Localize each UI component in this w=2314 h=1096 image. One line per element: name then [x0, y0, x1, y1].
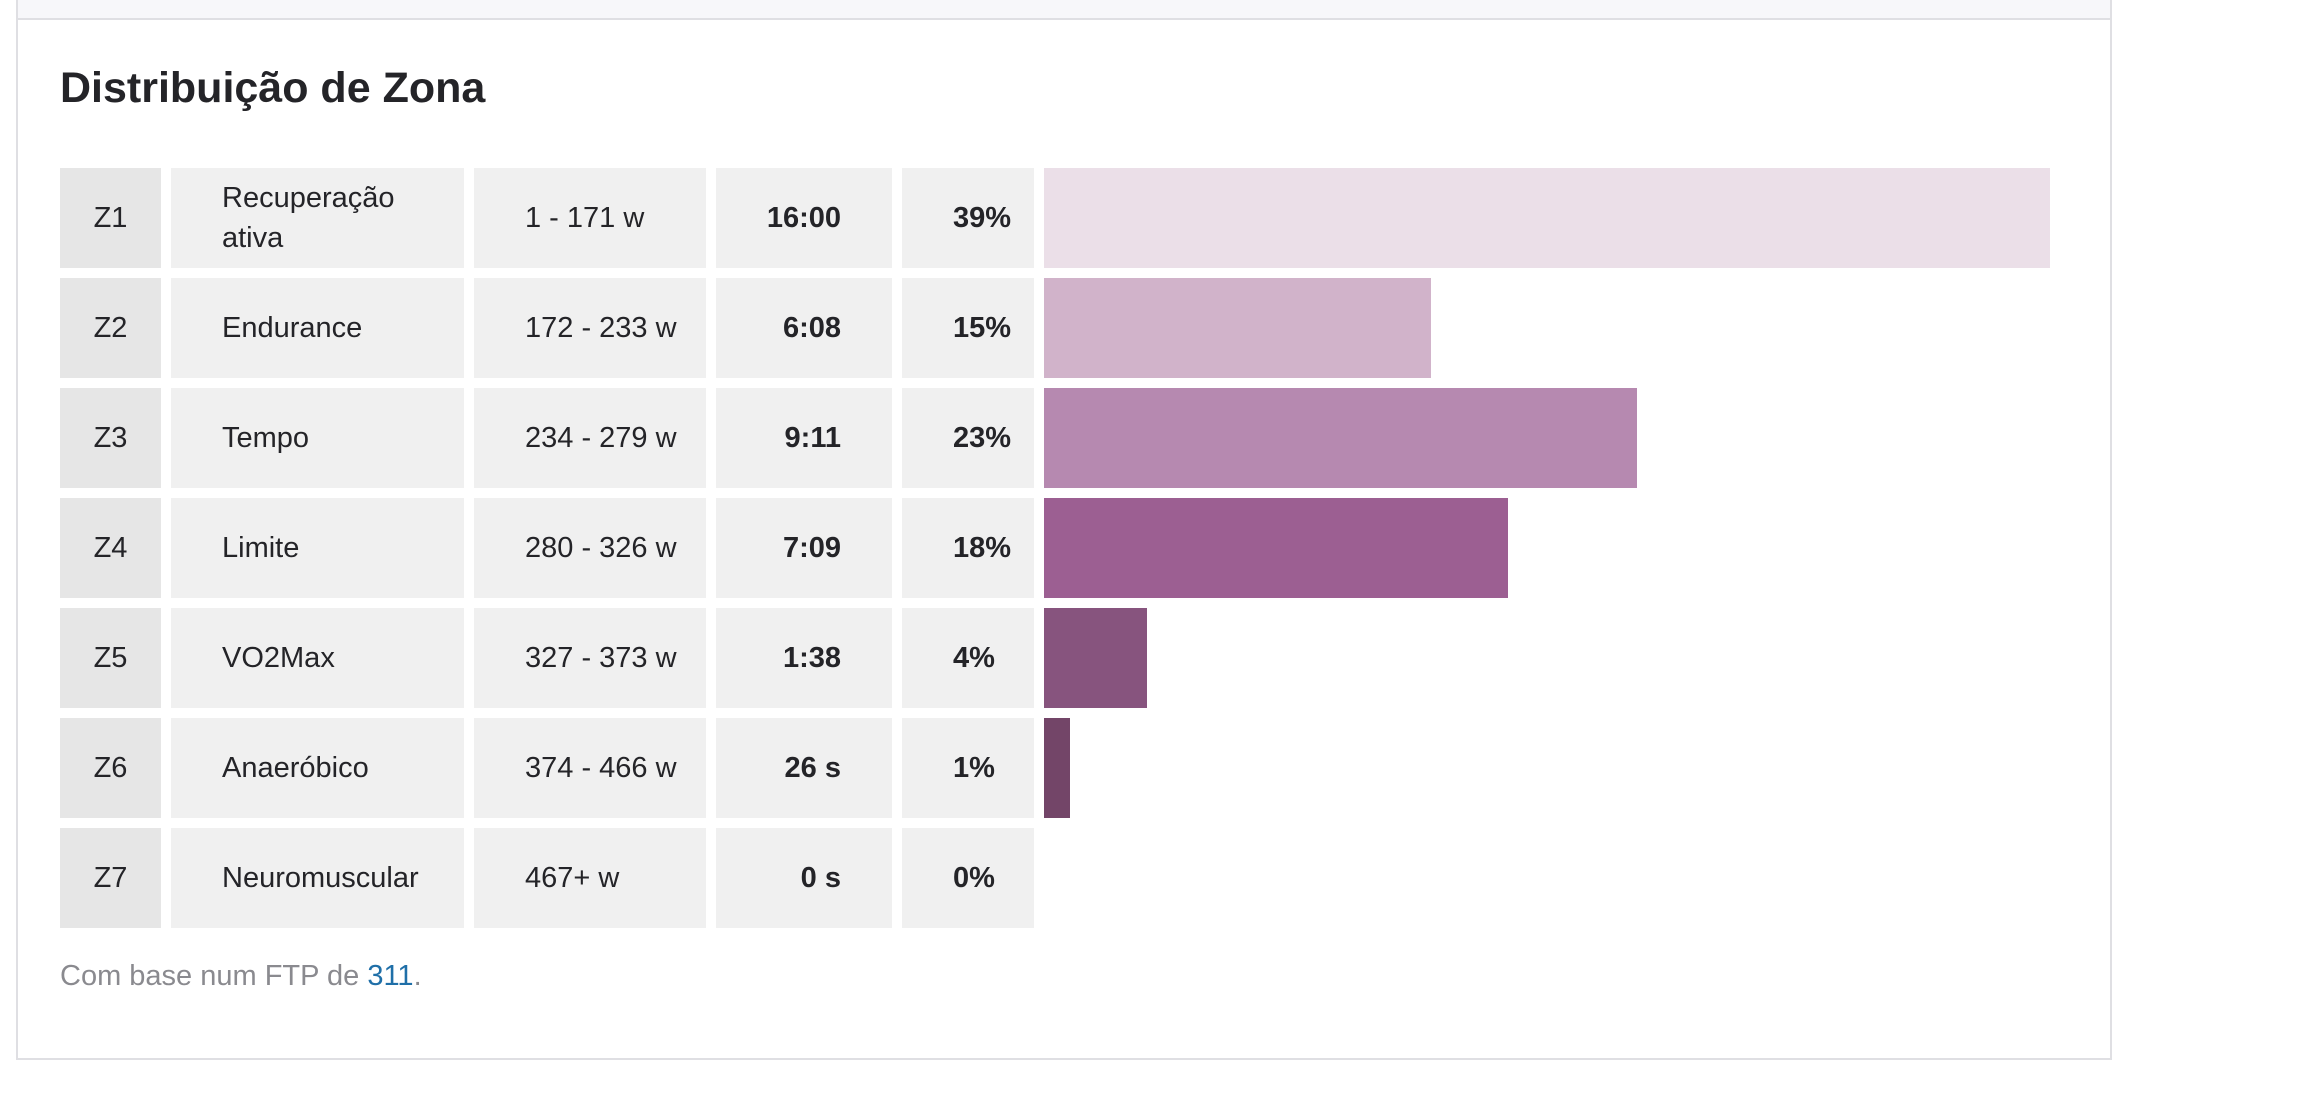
zone-time: 6:08: [716, 278, 892, 378]
zone-power-range-text: 172 - 233 w: [525, 312, 677, 344]
zone-bar: [1044, 168, 2050, 268]
zone-time: 16:00: [716, 168, 892, 268]
zone-label-text: Z5: [93, 642, 128, 674]
zone-bar-track: [1044, 718, 2050, 818]
zone-bar: [1044, 388, 1637, 488]
zone-label-text: Z3: [93, 422, 128, 454]
zone-percent-text: 15%: [953, 312, 1012, 344]
zone-time-text: 9:11: [784, 422, 841, 454]
zone-power-range: 374 - 466 w: [474, 718, 706, 818]
zone-name: Neuromuscular: [171, 828, 464, 928]
zone-percent-text: 1%: [953, 752, 995, 784]
zone-percent: 23%: [902, 388, 1034, 488]
zone-power-range-text: 374 - 466 w: [525, 752, 677, 784]
zone-bar-track: [1044, 278, 2050, 378]
zone-bar: [1044, 608, 1147, 708]
zone-time-text: 6:08: [782, 312, 841, 344]
zone-time-text: 0 s: [800, 862, 841, 894]
ftp-footnote-suffix: .: [413, 960, 422, 992]
zone-bar-track: [1044, 828, 2050, 928]
zone-percent: 15%: [902, 278, 1034, 378]
section-title: Distribuição de Zona: [60, 64, 486, 112]
zone-percent-text: 0%: [953, 862, 995, 894]
zone-name-text: Tempo: [222, 422, 310, 454]
zone-bar: [1044, 498, 1508, 598]
zone-name-text: Endurance: [222, 312, 363, 344]
zone-percent: 0%: [902, 828, 1034, 928]
zone-time-text: 26 s: [784, 752, 841, 784]
zone-percent-text: 39%: [953, 202, 1012, 234]
zone-name: Limite: [171, 498, 464, 598]
zone-bar-track: [1044, 608, 2050, 708]
zone-label: Z6: [60, 718, 161, 818]
zone-name: Endurance: [171, 278, 464, 378]
zone-bar: [1044, 718, 1070, 818]
zone-power-range: 280 - 326 w: [474, 498, 706, 598]
zone-percent-text: 18%: [953, 532, 1012, 564]
zone-row: Z4 Limite 280 - 326 w 7:09 18%: [60, 498, 2072, 598]
zone-power-range: 172 - 233 w: [474, 278, 706, 378]
zone-percent: 18%: [902, 498, 1034, 598]
zone-percent: 39%: [902, 168, 1034, 268]
zone-label: Z7: [60, 828, 161, 928]
zone-time-text: 16:00: [766, 202, 841, 234]
zone-row: Z5 VO2Max 327 - 373 w 1:38 4%: [60, 608, 2072, 708]
zone-row: Z7 Neuromuscular 467+ w 0 s 0%: [60, 828, 2072, 928]
zone-distribution-panel: Distribuição de Zona Z1 Recuperação ativa…: [16, 0, 2112, 1060]
zone-label-text: Z6: [93, 752, 128, 784]
zone-percent-text: 23%: [953, 422, 1012, 454]
zone-percent-text: 4%: [953, 642, 995, 674]
zone-bar-track: [1044, 388, 2050, 488]
zone-label: Z1: [60, 168, 161, 268]
zone-name: Recuperação ativa: [171, 168, 464, 268]
zone-name: Tempo: [171, 388, 464, 488]
zone-time-text: 1:38: [782, 642, 841, 674]
zone-name-text: Limite: [222, 532, 300, 564]
zone-time: 7:09: [716, 498, 892, 598]
zone-power-range: 327 - 373 w: [474, 608, 706, 708]
zone-label: Z4: [60, 498, 161, 598]
ftp-footnote-prefix: Com base num FTP de: [60, 960, 368, 992]
zone-row: Z1 Recuperação ativa 1 - 171 w 16:00 39%: [60, 168, 2072, 268]
zone-power-range-text: 234 - 279 w: [525, 422, 677, 454]
panel-top-divider: [18, 0, 2110, 20]
zone-name-text: Recuperação ativa: [222, 182, 395, 254]
zone-label-text: Z2: [93, 312, 128, 344]
zone-time: 0 s: [716, 828, 892, 928]
zone-power-range-text: 280 - 326 w: [525, 532, 677, 564]
zone-label-text: Z4: [93, 532, 128, 564]
zone-time: 9:11: [716, 388, 892, 488]
zone-label: Z2: [60, 278, 161, 378]
zone-row: Z6 Anaeróbico 374 - 466 w 26 s 1%: [60, 718, 2072, 818]
zone-row: Z2 Endurance 172 - 233 w 6:08 15%: [60, 278, 2072, 378]
zone-power-range: 234 - 279 w: [474, 388, 706, 488]
zone-label: Z5: [60, 608, 161, 708]
zone-bar: [1044, 278, 1431, 378]
zone-time: 1:38: [716, 608, 892, 708]
zone-bar-track: [1044, 168, 2050, 268]
zone-name: VO2Max: [171, 608, 464, 708]
zone-time-text: 7:09: [782, 532, 841, 564]
zone-name-text: Neuromuscular: [222, 862, 419, 894]
zone-time: 26 s: [716, 718, 892, 818]
zone-name-text: VO2Max: [222, 642, 335, 674]
zone-power-range-text: 327 - 373 w: [525, 642, 677, 674]
ftp-value-link[interactable]: 311: [367, 960, 414, 992]
zone-power-range-text: 1 - 171 w: [525, 202, 645, 234]
zone-power-range: 467+ w: [474, 828, 706, 928]
zone-percent: 1%: [902, 718, 1034, 818]
zone-power-range: 1 - 171 w: [474, 168, 706, 268]
ftp-footnote: Com base num FTP de 311.: [60, 956, 422, 996]
zone-power-range-text: 467+ w: [525, 862, 620, 894]
zone-label: Z3: [60, 388, 161, 488]
zone-label-text: Z7: [93, 862, 128, 894]
zone-label-text: Z1: [93, 202, 128, 234]
zone-percent: 4%: [902, 608, 1034, 708]
zone-bar-track: [1044, 498, 2050, 598]
zone-name: Anaeróbico: [171, 718, 464, 818]
zone-name-text: Anaeróbico: [222, 752, 369, 784]
zone-row: Z3 Tempo 234 - 279 w 9:11 23%: [60, 388, 2072, 488]
